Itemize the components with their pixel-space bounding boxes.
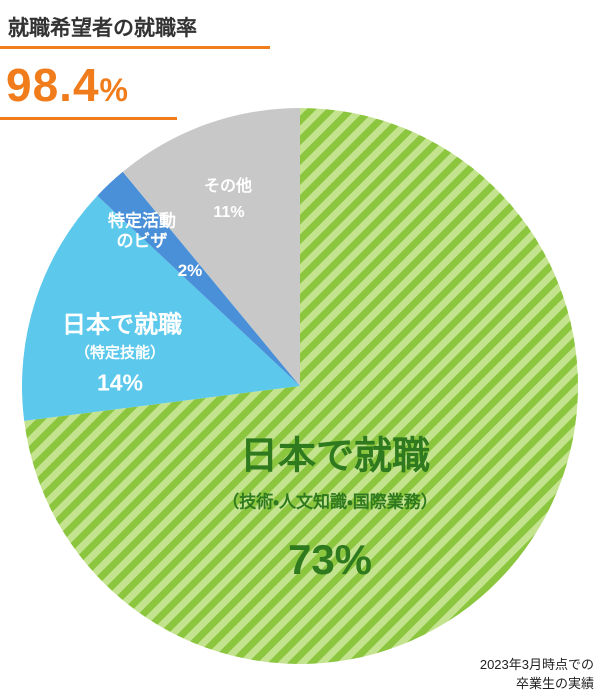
slice-sublabel: （特定技能） (74, 344, 166, 362)
title-rule (0, 46, 270, 49)
rate: 98.4% (6, 58, 128, 112)
value-label: 2% (177, 261, 203, 280)
value-label: 14% (96, 369, 144, 396)
pie-slice (97, 171, 301, 386)
slice-sublabel: （技術・人文知識・国際業務） (222, 492, 438, 512)
title: 就職希望者の就職率 (8, 17, 197, 40)
value-label: 11% (213, 204, 245, 221)
note: 2023年3月時点での 卒業生の実績 (480, 655, 594, 693)
pie-slice (122, 108, 300, 386)
slice-label: 日本で就職 (239, 435, 431, 478)
slice-label: 特定活動のビザ (108, 211, 176, 251)
slice-label: その他 (203, 178, 253, 195)
note-line: 2023年3月時点での (479, 657, 594, 672)
rate-unit: % (99, 72, 128, 108)
rate-value: 98.4 (6, 59, 100, 111)
pie-slice (22, 195, 301, 421)
rate-rule (0, 117, 177, 120)
note-line: 卒業生の実績 (515, 676, 594, 691)
pie-slice (24, 108, 578, 664)
slice-label: 日本で就職 (62, 311, 182, 339)
value-label: 73% (287, 536, 373, 583)
